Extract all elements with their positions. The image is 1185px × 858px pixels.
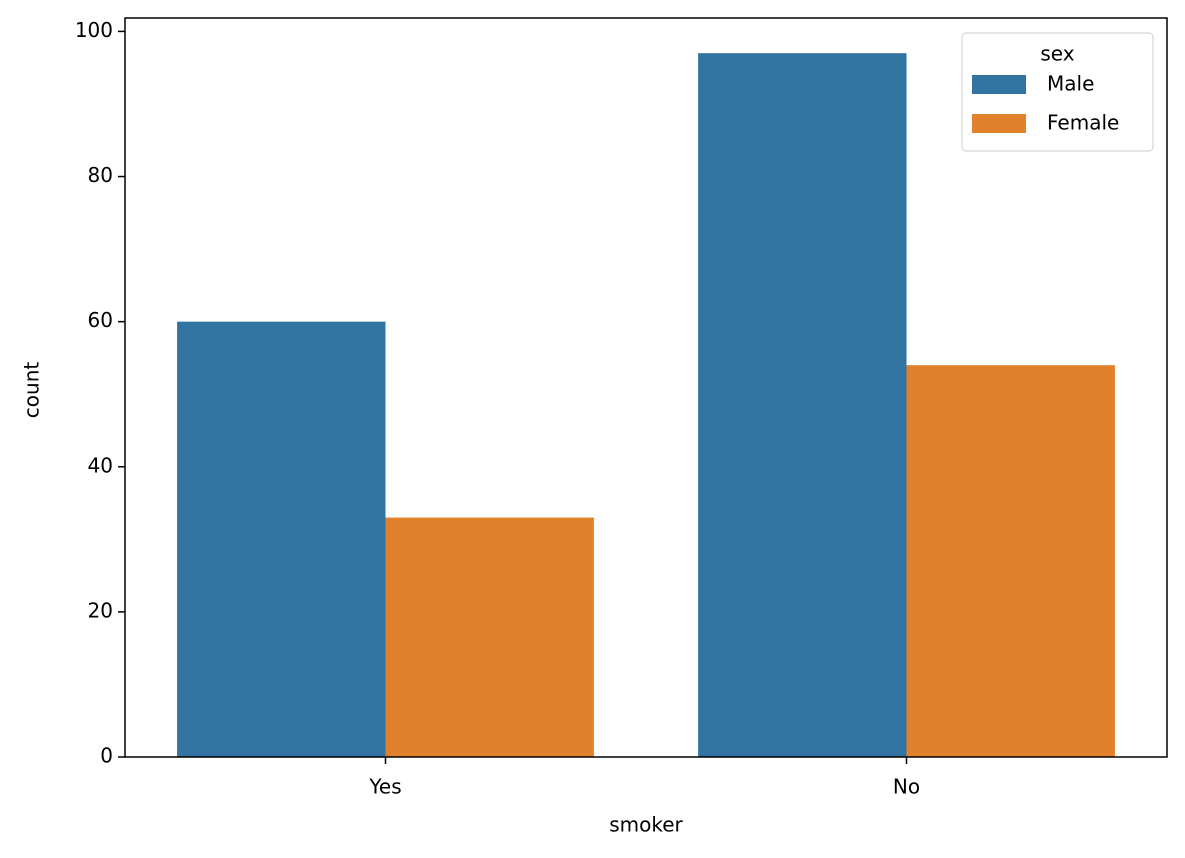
legend-title: sex xyxy=(1040,42,1074,66)
bar xyxy=(177,321,386,757)
y-tick-label: 60 xyxy=(88,308,113,332)
bar xyxy=(906,365,1115,757)
legend-label: Male xyxy=(1047,72,1094,96)
bar xyxy=(385,517,594,757)
y-axis-label: count xyxy=(20,362,44,419)
y-tick-label: 100 xyxy=(75,18,113,42)
x-tick-label: No xyxy=(893,775,920,799)
bar xyxy=(698,53,907,757)
legend-swatch xyxy=(972,114,1026,133)
y-tick-label: 0 xyxy=(100,744,113,768)
legend-swatch xyxy=(972,75,1026,94)
y-tick-label: 20 xyxy=(88,598,113,622)
x-axis-label: smoker xyxy=(609,813,683,837)
x-tick-label: Yes xyxy=(368,775,401,799)
axes-frame xyxy=(124,17,1168,758)
y-tick-label: 40 xyxy=(88,453,113,477)
y-tick-label: 80 xyxy=(88,163,113,187)
legend-label: Female xyxy=(1047,111,1119,135)
